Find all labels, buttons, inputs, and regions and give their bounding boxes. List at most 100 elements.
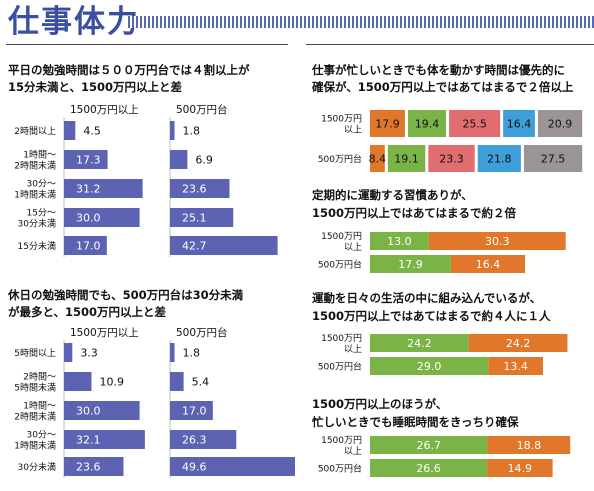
chart-title-line: 運動を日々の生活の中に組み込んでいるが、 [312,291,541,305]
bar [64,430,145,449]
chart-title-line: 1500万円以上のほうが、 [312,397,447,411]
bar [64,179,143,198]
data-label: 3.3 [80,347,98,360]
stacked-segment [387,145,426,172]
data-label: 8.4 [369,153,387,166]
category-label: 500万円台 [318,463,362,475]
data-label: 1.8 [183,347,201,360]
data-label: 17.9 [375,118,400,131]
data-label: 23.3 [439,153,464,166]
category-label: 1時間〜 [23,150,56,161]
data-label: 20.9 [548,118,573,131]
data-label: 17.9 [398,258,423,271]
stacked-segment [370,232,429,250]
bar [64,208,140,227]
data-label: 23.6 [76,461,101,474]
bar [170,150,188,169]
bar [170,401,213,420]
category-label: 1時間〜 [23,401,56,412]
stacked-segment [487,459,553,477]
category-label: 以上 [344,446,362,457]
stacked-segment [370,255,451,273]
data-label: 25.1 [182,212,207,225]
stacked-segment [370,334,469,352]
legend-label: 500万円台 [176,326,228,339]
data-label: 30.3 [485,235,510,248]
chart-title-line: が最多と、1500万円以上と差 [8,305,167,319]
stacked-segment [503,110,535,137]
legend-label: 1500万円以上 [70,104,139,116]
category-label: 2時間以上 [14,126,56,137]
bar [64,457,124,476]
right-divider [306,44,594,45]
chart-title-line: 1500万円以上ではあてはまるで約２倍 [312,206,517,220]
data-label: 10.9 [99,376,124,389]
data-label: 6.9 [195,154,213,167]
bar [170,179,230,198]
category-label: 以上 [344,242,362,253]
category-label: 500万円台 [318,259,362,271]
chart-title-line: 15分未満と、1500万円以上と差 [8,80,183,94]
data-label: 30.0 [76,212,101,225]
data-label: 13.0 [387,235,412,248]
page-header: 仕事体力 [0,0,594,44]
chart-title-line: 仕事が忙しいときでも体を動かす時間は優先的に [311,63,565,77]
chart-title-line: 確保が、1500万円以上ではあてはまるで２倍以上 [312,80,574,94]
data-label: 31.2 [76,183,101,196]
stacked-segment [537,110,583,137]
stacked-segment [477,145,521,172]
data-label: 32.1 [76,434,101,447]
category-label: 以上 [344,125,362,136]
bar [64,343,73,362]
data-label: 19.1 [394,153,419,166]
data-label: 17.0 [76,240,101,253]
data-label: 17.0 [182,405,207,418]
category-label: 2時間未満 [14,160,56,172]
data-label: 23.6 [182,183,207,196]
chart-title-line: 休日の勉強時間でも、500万円台は30分未満 [7,288,244,302]
header-stripes [128,16,594,28]
bar [170,121,175,140]
bar [64,121,76,140]
data-label: 14.9 [508,462,533,475]
category-label: 2時間未満 [14,411,56,423]
stacked-segment [487,436,571,454]
bar [170,343,175,362]
data-label: 30.0 [76,405,101,418]
legend-label: 1500万円以上 [70,327,139,339]
bar [170,430,237,449]
stacked-segment [488,357,543,375]
data-label: 29.0 [417,360,442,373]
data-label: 25.5 [462,118,487,131]
category-label: 2時間〜 [23,372,56,383]
data-label: 4.5 [83,125,101,138]
stacked-segment [370,357,489,375]
category-label: 1500万円 [321,435,362,446]
stacked-segment [449,110,501,137]
category-label: 30分未満 [18,461,56,473]
category-label: 1500万円 [321,231,362,242]
data-label: 18.8 [517,439,542,452]
data-label: 5.4 [192,376,210,389]
stacked-segment [468,334,568,352]
bar [170,372,184,391]
data-label: 26.6 [416,462,441,475]
chart-title-line: 定期的に運動する習慣ありが、 [312,188,473,202]
category-label: 30分〜 [27,430,56,441]
page-title: 仕事体力 [8,4,140,40]
data-label: 26.7 [416,439,441,452]
data-label: 1.8 [183,125,201,138]
stacked-segment [428,232,566,250]
category-label: 500万円台 [318,153,362,165]
stacked-segment [370,459,488,477]
data-label: 26.3 [182,434,207,447]
category-label: 30分〜 [27,179,56,190]
left-divider [6,44,288,45]
stacked-segment [370,145,385,172]
category-label: 5時間以上 [14,348,56,359]
chart-title-line: 1500万円以上ではあてはまるで約４人に１人 [312,309,551,323]
data-label: 16.4 [476,258,501,271]
bar [64,236,107,255]
data-label: 13.4 [503,360,528,373]
category-label: 500万円台 [318,361,362,373]
